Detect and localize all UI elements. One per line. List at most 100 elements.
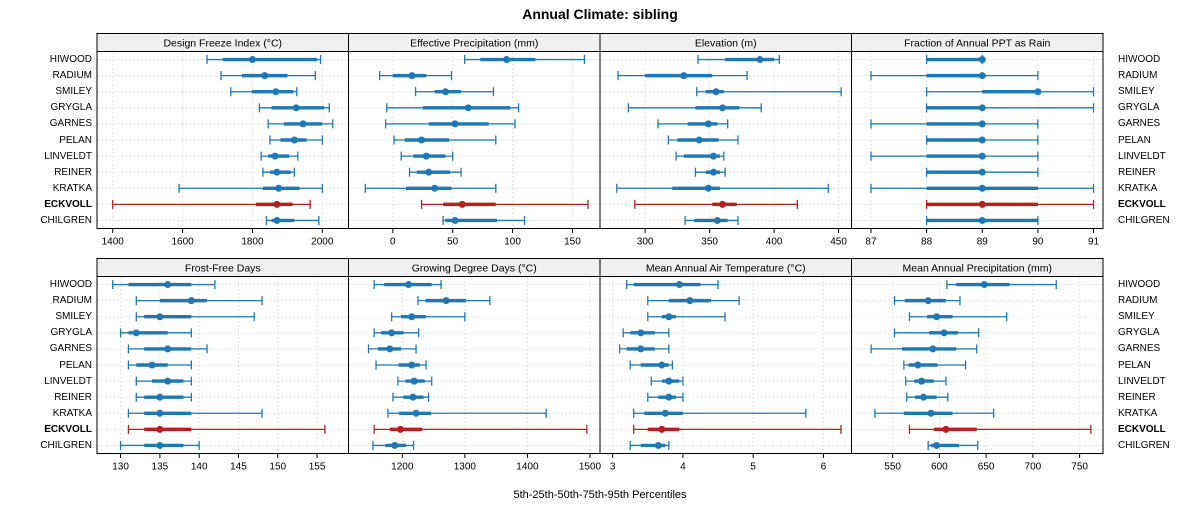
percentile-row-garnes xyxy=(619,344,670,354)
percentile-row-hiwood xyxy=(373,280,442,290)
percentile-row-garnes xyxy=(870,119,1039,129)
tick-label: 400 xyxy=(766,237,783,248)
station-label-right-smiley: SMILEY xyxy=(1118,86,1155,98)
median-dot xyxy=(978,56,986,64)
median-dot xyxy=(261,72,269,80)
station-label-right-kratka: KRATKA xyxy=(1118,182,1158,194)
tick-label: 1800 xyxy=(241,237,264,248)
panel-effective-precipitation-mm: Effective Precipitation (mm) 0 50 100 150 xyxy=(348,33,601,248)
percentile-row-radium xyxy=(220,71,316,81)
station-label-right-hiwood: HIWOOD xyxy=(1118,54,1161,66)
panel-mean-annual-precipitation-mm: Mean Annual Precipitation (mm) 550 600 650 7… xyxy=(851,258,1104,473)
percentile-row-linveldt xyxy=(400,151,454,161)
percentile-row-radium xyxy=(893,296,961,306)
median-dot xyxy=(709,152,717,160)
percentile-row-chilgren xyxy=(265,215,320,225)
median-dot xyxy=(665,377,673,385)
station-label-left-kratka: KRATKA xyxy=(52,182,92,194)
median-dot xyxy=(391,441,399,449)
percentile-row-eckvoll xyxy=(634,199,798,209)
median-dot xyxy=(929,345,937,353)
median-dot xyxy=(978,72,986,80)
percentile-row-eckvoll xyxy=(925,199,1095,209)
station-label-right-smiley: SMILEY xyxy=(1118,311,1155,323)
tick-label: 100 xyxy=(504,237,521,248)
percentile-row-eckvoll xyxy=(908,424,1092,434)
median-dot xyxy=(637,345,645,353)
tick-label: 1300 xyxy=(454,462,477,473)
median-dot xyxy=(386,345,394,353)
percentile-row-grygla xyxy=(373,328,420,338)
panel-mean-annual-air-temperature-c: Mean Annual Air Temperature (°C) 3 4 5 6 xyxy=(599,258,852,473)
median-dot xyxy=(425,168,433,176)
station-label-left-smiley: SMILEY xyxy=(55,311,92,323)
tick-label: 150 xyxy=(269,462,286,473)
percentile-row-grygla xyxy=(258,103,330,113)
percentile-row-chilgren xyxy=(119,440,200,450)
percentile-row-kratka xyxy=(616,183,829,193)
median-dot xyxy=(933,313,941,321)
station-label-left-grygla: GRYGLA xyxy=(50,327,93,339)
station-label-right-grygla: GRYGLA xyxy=(1118,102,1160,114)
percentile-row-pelan xyxy=(629,360,674,370)
median-dot xyxy=(719,200,727,208)
station-label-left-radium: RADIUM xyxy=(52,70,92,82)
station-label-right-chilgren: CHILGREN xyxy=(1118,439,1170,451)
median-dot xyxy=(451,216,459,224)
percentile-row-kratka xyxy=(874,408,995,418)
median-dot xyxy=(292,104,300,112)
median-dot xyxy=(914,361,922,369)
percentile-row-chilgren xyxy=(925,215,1039,225)
median-dot xyxy=(451,120,459,128)
tick-label: 5 xyxy=(750,462,756,473)
tick-label: 1600 xyxy=(171,237,194,248)
station-label-left-linveldt: LINVELDT xyxy=(44,375,92,387)
station-label-left-chilgren: CHILGREN xyxy=(40,214,92,226)
median-dot xyxy=(978,152,986,160)
station-label-right-linveldt: LINVELDT xyxy=(1118,375,1166,387)
percentile-row-kratka xyxy=(387,408,547,418)
station-label-left-linveldt: LINVELDT xyxy=(44,150,92,162)
median-dot xyxy=(978,216,986,224)
tick-label: 91 xyxy=(1088,237,1100,248)
panel-growing-degree-days-c: Growing Degree Days (°C) 1200 1300 1400 1500 xyxy=(348,258,602,473)
percentile-row-reiner xyxy=(906,392,949,402)
tick-label: 135 xyxy=(152,462,169,473)
percentile-row-grygla xyxy=(627,103,762,113)
percentile-row-radium xyxy=(870,71,1039,81)
median-dot xyxy=(187,297,195,305)
panel-frost-free-days: Frost-Free Days 130 135 140 145 150 155 xyxy=(96,258,349,473)
panel-row-top: Design Freeze Index (°C) 1400 1600 1800 2000… xyxy=(0,33,1200,254)
percentile-row-linveldt xyxy=(135,376,192,386)
panel-row-bottom: Frost-Free Days 130 135 140 145 150 155 Growing… xyxy=(0,258,1200,479)
percentile-row-hiwood xyxy=(626,280,719,290)
median-dot xyxy=(658,361,666,369)
station-label-left-eckvoll: ECKVOLL xyxy=(44,423,92,435)
percentile-row-hiwood xyxy=(112,280,216,290)
median-dot xyxy=(940,329,948,337)
tick-label: 600 xyxy=(931,462,948,473)
station-label-right-garnes: GARNES xyxy=(1118,118,1161,130)
percentile-row-pelan xyxy=(393,135,497,145)
percentile-row-garnes xyxy=(127,344,208,354)
median-dot xyxy=(756,56,764,64)
strip-title: Growing Degree Days (°C) xyxy=(412,263,537,275)
percentile-row-radium xyxy=(417,296,491,306)
percentile-row-linveldt xyxy=(260,151,299,161)
percentile-row-pelan xyxy=(925,135,1039,145)
station-label-right-eckvoll: ECKVOLL xyxy=(1118,198,1166,210)
percentile-row-pelan xyxy=(903,360,967,370)
percentile-row-kratka xyxy=(178,183,323,193)
median-dot xyxy=(918,377,926,385)
percentile-row-eckvoll xyxy=(112,199,311,209)
percentile-row-hiwood xyxy=(925,55,986,65)
percentile-row-reiner xyxy=(694,167,726,177)
tick-label: 450 xyxy=(830,237,847,248)
median-dot xyxy=(405,281,413,289)
median-dot xyxy=(978,168,986,176)
percentile-row-chilgren xyxy=(927,440,979,450)
median-dot xyxy=(686,297,694,305)
median-dot xyxy=(248,56,256,64)
median-dot xyxy=(156,441,164,449)
station-label-right-pelan: PELAN xyxy=(1118,359,1151,371)
